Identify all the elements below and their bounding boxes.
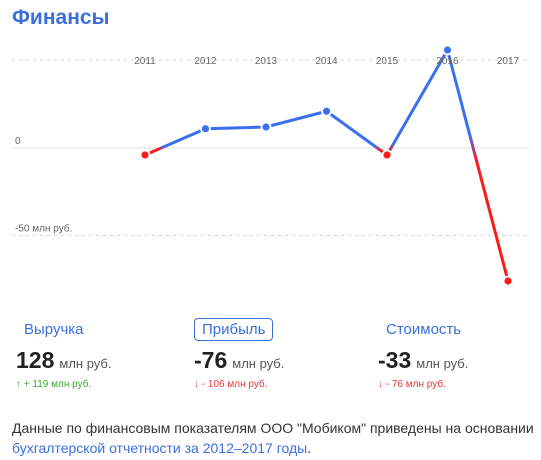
page-title: Финансы [12, 6, 110, 29]
y-tick-label: -50 млн руб. [15, 223, 72, 235]
metric-profit-change: ↓ - 106 млн руб. [194, 379, 284, 390]
series-line-segment [204, 125, 268, 131]
x-tick-label: 2012 [194, 56, 217, 67]
arrow-up-icon: ↑ [16, 379, 21, 390]
data-source-note: Данные по финансовым показателям ООО "Мо… [12, 418, 534, 458]
x-tick-label: 2013 [255, 56, 278, 67]
metric-revenue[interactable]: Выручка 128 млн руб. ↑ + 119 млн руб. [16, 318, 111, 390]
metric-cost-change: ↓ - 76 млн руб. [378, 379, 469, 390]
metric-revenue-tab[interactable]: Выручка [24, 321, 84, 338]
metric-cost-unit: млн руб. [416, 356, 469, 371]
x-tick-label: 2015 [376, 56, 399, 67]
metric-revenue-change: ↑ + 119 млн руб. [16, 379, 111, 390]
series-line-segment [264, 109, 328, 129]
arrow-down-icon: ↓ [378, 379, 383, 390]
metric-profit-tab[interactable]: Прибыль [194, 318, 274, 341]
data-point[interactable] [260, 121, 272, 133]
series-line-segment [143, 127, 207, 157]
x-tick-label: 2017 [497, 56, 520, 67]
arrow-down-icon: ↓ [194, 379, 199, 390]
metric-cost-tab[interactable]: Стоимость [386, 321, 462, 338]
metric-profit[interactable]: Прибыль -76 млн руб. ↓ - 106 млн руб. [194, 318, 284, 390]
data-point[interactable] [381, 149, 393, 161]
metric-cost-value: -33 [378, 347, 412, 373]
series-line-segment [446, 48, 510, 283]
finance-line-chart: 2011 2012 2013 2014 2015 2016 2017 0 -50 млн руб… [12, 44, 529, 287]
metric-value-cost[interactable]: Стоимость -33 млн руб. ↓ - 76 млн руб. [378, 318, 469, 390]
note-end: . [307, 440, 312, 456]
series-line-segment [385, 48, 449, 157]
accounting-report-link[interactable]: бухгалтерской отчетности за 2012–2017 го… [12, 440, 308, 456]
note-text: Данные по финансовым показателям ООО "Мо… [12, 420, 534, 436]
data-point[interactable] [200, 123, 211, 135]
metric-profit-unit: млн руб. [232, 356, 285, 371]
metric-profit-value: -76 [194, 347, 228, 373]
x-tick-label: 2011 [134, 56, 156, 67]
x-tick-label: 2014 [315, 56, 338, 67]
metric-revenue-value: 128 [16, 347, 55, 373]
x-tick-label: 2016 [436, 56, 459, 67]
metric-revenue-unit: млн руб. [59, 356, 112, 371]
series-line-segment [325, 109, 389, 157]
metric-revenue-change-text: + 119 млн руб. [23, 379, 92, 390]
y-tick-label: 0 [15, 136, 21, 147]
data-point[interactable] [139, 149, 151, 161]
data-point[interactable] [321, 105, 332, 117]
metric-profit-change-text: - 106 млн руб. [201, 379, 268, 390]
metric-cost-change-text: - 76 млн руб. [385, 379, 446, 390]
data-point[interactable] [442, 44, 453, 56]
data-point[interactable] [502, 275, 514, 287]
